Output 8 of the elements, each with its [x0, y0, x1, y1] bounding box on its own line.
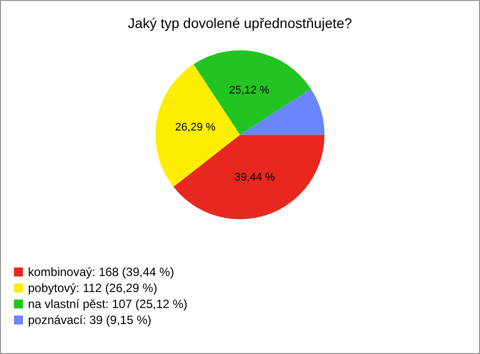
data-label: 26,29 % — [175, 121, 216, 134]
chart-title: Jaký typ dovolené upřednostňujete? — [128, 15, 352, 31]
legend-label: poznávací: 39 (9,15 %) — [28, 313, 152, 327]
data-label: 39,44 % — [234, 172, 276, 184]
data-label: 25,12 % — [229, 84, 270, 96]
legend-label: kombinovaý: 168 (39,44 %) — [28, 265, 174, 279]
legend-label: na vlastní pěst: 107 (25,12 %) — [28, 297, 188, 311]
legend-label: pobytový: 112 (26,29 %) — [28, 281, 158, 295]
